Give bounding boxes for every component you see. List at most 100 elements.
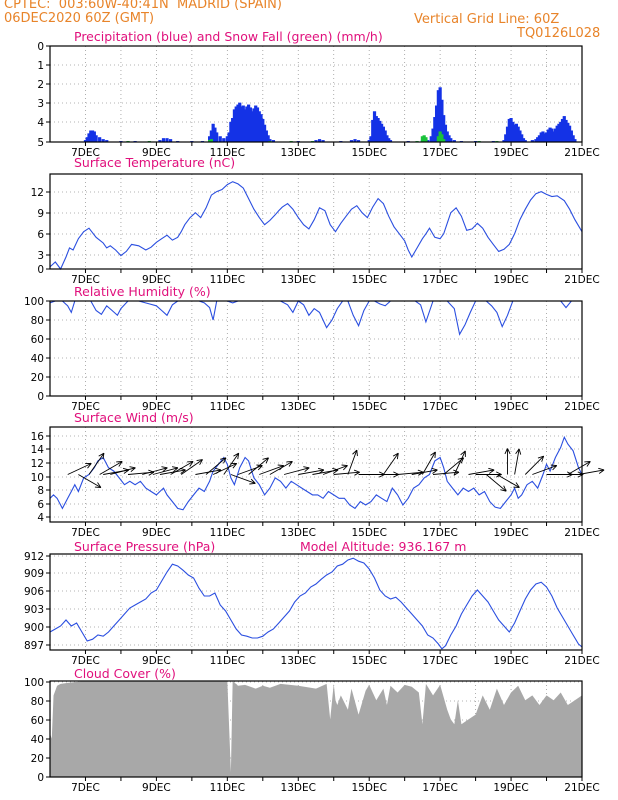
precip-bar — [161, 138, 166, 142]
wind-arrow-head — [550, 464, 557, 467]
precip-bar — [434, 105, 439, 142]
y-tick-label: 912 — [24, 551, 44, 563]
y-tick-label: 3 — [37, 98, 44, 110]
wind-arrow-head — [430, 451, 436, 456]
wind-arrow-head — [353, 469, 360, 473]
y-tick-label: 897 — [24, 640, 44, 652]
wind-arrow-head — [223, 457, 227, 464]
snow-bar — [438, 131, 442, 142]
x-tick-label: 11DEC — [210, 401, 245, 413]
precip-bar — [539, 132, 543, 142]
wind-arrow-head — [541, 455, 545, 462]
precip-bar — [236, 104, 240, 142]
precip-bar — [385, 135, 389, 142]
panel-title: Relative Humidity (%) — [74, 284, 211, 299]
wind-arrow — [248, 457, 269, 475]
wind-arrow-head — [130, 467, 136, 473]
precip-bar — [245, 106, 249, 142]
wind-arrow — [230, 474, 256, 484]
precip-bar — [571, 135, 575, 142]
precip-bar — [553, 128, 557, 142]
x-tick-label: 15DEC — [351, 147, 386, 159]
wind-arrow-head — [304, 467, 310, 473]
precip-bar — [105, 140, 109, 142]
y-tick-label: 4 — [37, 512, 44, 524]
precip-bar — [566, 122, 570, 142]
precip-bar — [266, 135, 270, 142]
y-tick-label: 6 — [37, 229, 44, 241]
panel-6 — [46, 680, 583, 781]
precip-bar — [349, 140, 354, 142]
precip-bar — [262, 124, 267, 142]
precip-bar — [229, 121, 233, 142]
wind-arrow — [524, 455, 544, 475]
precip-bar — [87, 133, 91, 142]
x-tick-label: 17DEC — [422, 274, 457, 286]
wind-arrow — [67, 463, 92, 475]
wind-arrow-head — [431, 467, 438, 471]
precip-bar — [222, 138, 226, 142]
precip-bar — [243, 109, 247, 142]
wind-arrow-head — [496, 471, 502, 475]
panel-5 — [46, 553, 583, 654]
precip-bar — [521, 138, 526, 142]
panel-frame — [49, 553, 583, 651]
wind-arrow — [152, 467, 179, 475]
y-tick-label: 40 — [31, 734, 44, 746]
wind-arrow-head — [356, 450, 358, 457]
y-tick-label: 14 — [31, 444, 45, 456]
precip-bar — [555, 125, 559, 142]
x-tick-label: 21DEC — [564, 147, 599, 159]
precip-bar — [514, 123, 518, 142]
wind-arrow-head — [97, 482, 102, 488]
wind-arrow — [205, 457, 227, 475]
precip-bar — [426, 140, 430, 142]
panel-title: Surface Pressure (hPa) — [74, 539, 215, 554]
wind-arrow — [397, 471, 424, 475]
x-tick-label: 9DEC — [142, 782, 171, 794]
precip-bar — [449, 138, 453, 142]
precip-bar — [268, 139, 272, 142]
precip-bar — [213, 127, 217, 142]
wind-arrow-head — [199, 459, 203, 466]
precip-bar — [248, 107, 252, 142]
x-tick-label: 13DEC — [281, 782, 316, 794]
wind-arrow — [283, 467, 310, 475]
precip-bar — [442, 115, 446, 142]
precip-bar — [372, 111, 377, 142]
wind-arrow-head — [503, 485, 507, 492]
y-tick-label: 6 — [37, 499, 44, 511]
wind-arrow — [223, 452, 240, 475]
precip-bar — [544, 132, 549, 142]
wind-arrow-head — [98, 452, 105, 457]
precip-bar — [550, 128, 554, 142]
precip-bar — [94, 135, 98, 142]
precip-bar — [371, 119, 375, 142]
precip-bar — [552, 131, 556, 142]
precip-bar — [211, 123, 215, 142]
wind-arrow-head — [500, 489, 507, 492]
precip-bar — [261, 118, 265, 142]
x-tick-label: 9DEC — [142, 527, 171, 539]
precip-bar — [314, 140, 318, 142]
wind-arrow — [237, 465, 263, 475]
x-tick-label: 7DEC — [71, 274, 100, 286]
x-tick-label: 19DEC — [493, 782, 528, 794]
wind-arrow — [159, 469, 186, 475]
x-tick-label: 13DEC — [281, 274, 316, 286]
wind-arrow-head — [392, 452, 399, 457]
y-tick-label: 80 — [31, 315, 44, 327]
x-tick-label: 11DEC — [210, 147, 245, 159]
precip-bar — [511, 121, 515, 142]
panel-3 — [46, 300, 583, 400]
series-line — [49, 557, 583, 650]
wind-arrow — [142, 467, 168, 475]
wind-arrow-head — [237, 453, 240, 460]
wind-arrow — [567, 461, 591, 475]
precip-bar — [445, 131, 449, 142]
precip-bar — [546, 129, 550, 142]
y-tick-label: 10 — [31, 472, 44, 484]
precip-bar — [257, 111, 261, 142]
wind-arrow-head — [303, 466, 310, 469]
